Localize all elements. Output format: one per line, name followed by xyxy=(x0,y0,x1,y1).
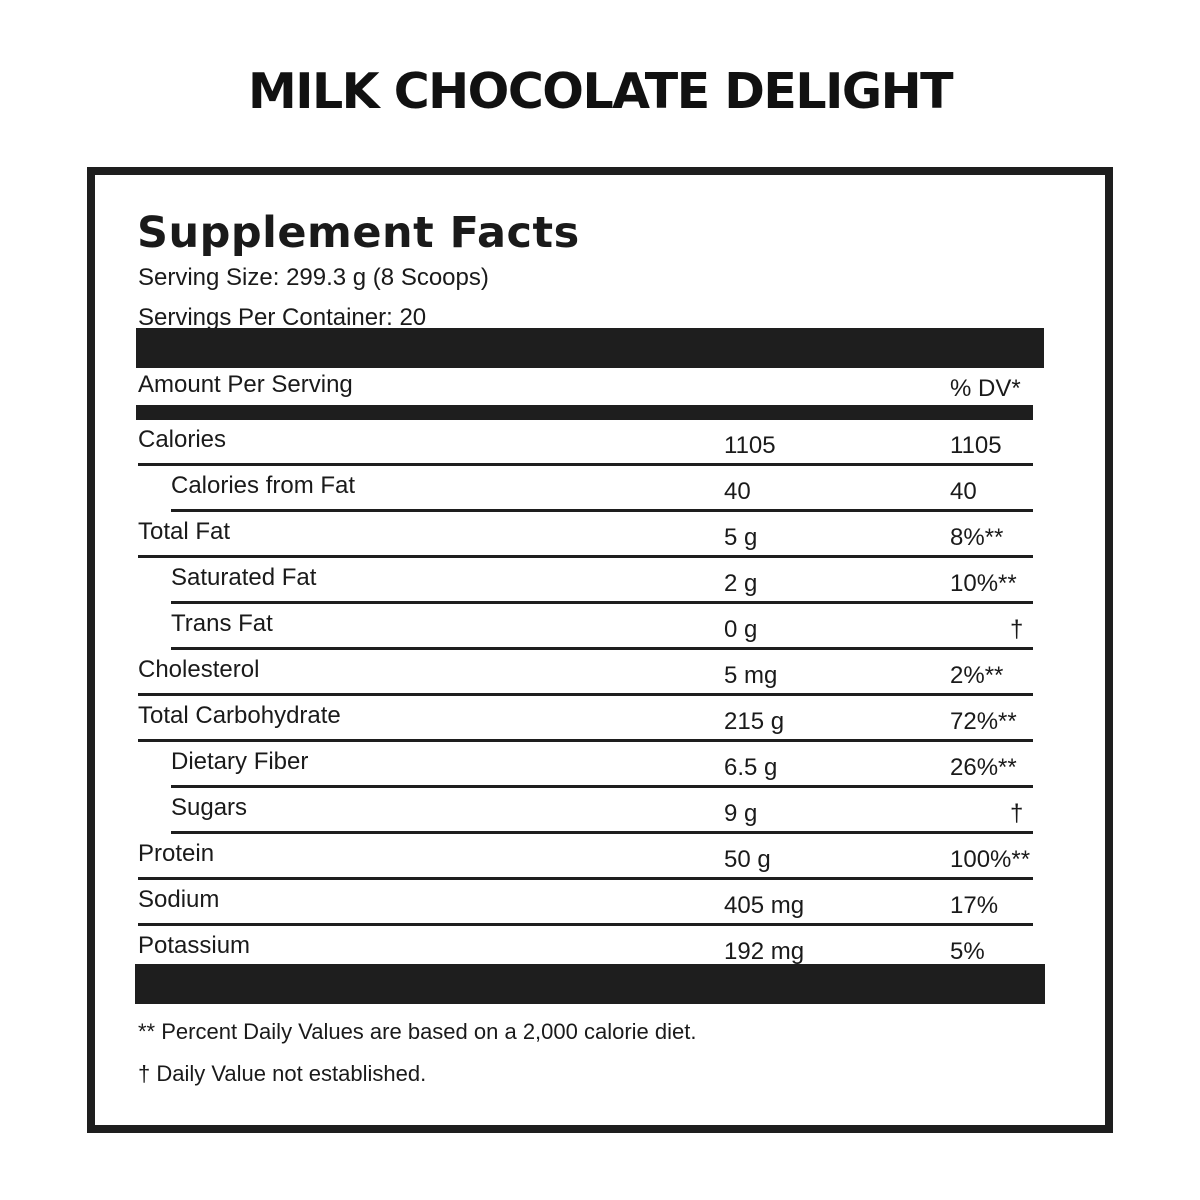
nutrient-dv: 26%** xyxy=(950,754,1017,781)
footnote-percent-dv: ** Percent Daily Values are based on a 2… xyxy=(138,1019,697,1044)
table-row: Protein 50 g 100%** xyxy=(138,834,1033,880)
nutrient-amount: 215 g xyxy=(724,708,785,735)
nutrient-amount: 0 g xyxy=(724,616,758,643)
serving-size: Serving Size: 299.3 g (8 Scoops) xyxy=(138,264,489,291)
supplement-facts-panel: Supplement Facts Serving Size: 299.3 g (… xyxy=(87,167,1113,1133)
table-row: Dietary Fiber 6.5 g 26%** xyxy=(171,742,1033,788)
nutrient-dv: 40 xyxy=(950,478,977,505)
table-row: Calories from Fat 40 40 xyxy=(171,466,1033,512)
nutrient-amount: 50 g xyxy=(724,846,771,873)
nutrient-name: Trans Fat xyxy=(171,610,273,637)
nutrient-amount: 9 g xyxy=(724,800,758,827)
table-row: Total Carbohydrate 215 g 72%** xyxy=(138,696,1033,742)
table-row: Potassium 192 mg 5% xyxy=(138,926,1033,972)
amount-per-serving-label: Amount Per Serving xyxy=(138,371,353,398)
nutrient-amount: 5 g xyxy=(724,524,758,551)
table-row: Trans Fat 0 g † xyxy=(171,604,1033,650)
nutrient-amount: 405 mg xyxy=(724,892,805,919)
nutrient-dv: 2%** xyxy=(950,662,1004,689)
nutrient-name: Calories from Fat xyxy=(171,472,356,499)
table-row: Sugars 9 g † xyxy=(171,788,1033,834)
servings-per-container: Servings Per Container: 20 xyxy=(138,304,427,331)
nutrient-name: Dietary Fiber xyxy=(171,748,309,775)
nutrient-dv: 72%** xyxy=(950,708,1017,735)
nutrient-dv: 1105 xyxy=(950,432,1002,459)
nutrient-name: Saturated Fat xyxy=(171,564,317,591)
nutrient-amount: 1105 xyxy=(724,432,776,459)
product-title: MILK CHOCOLATE DELIGHT xyxy=(247,63,954,120)
nutrient-dv: 10%** xyxy=(950,570,1017,597)
nutrient-dv: † xyxy=(1010,616,1024,643)
header-divider-bar xyxy=(136,405,1033,420)
table-row: Saturated Fat 2 g 10%** xyxy=(171,558,1033,604)
top-thick-bar xyxy=(136,328,1044,368)
nutrient-name: Total Fat xyxy=(138,518,231,545)
dv-column-header: % DV* xyxy=(950,375,1021,402)
facts-heading: Supplement Facts xyxy=(137,208,580,258)
nutrient-dv: 17% xyxy=(950,892,999,919)
column-header-row: Amount Per Serving % DV* xyxy=(138,370,1038,402)
nutrient-name: Protein xyxy=(138,840,215,867)
nutrient-name: Cholesterol xyxy=(138,656,260,683)
table-row: Cholesterol 5 mg 2%** xyxy=(138,650,1033,696)
table-row: Total Fat 5 g 8%** xyxy=(138,512,1033,558)
nutrient-amount: 40 xyxy=(724,478,751,505)
bottom-thick-bar xyxy=(135,964,1045,1004)
nutrient-amount: 6.5 g xyxy=(724,754,778,781)
nutrient-name: Potassium xyxy=(138,932,251,959)
nutrient-amount: 192 mg xyxy=(724,938,805,965)
nutrient-name: Sugars xyxy=(171,794,248,821)
nutrient-name: Total Carbohydrate xyxy=(138,702,341,729)
nutrient-dv: 8%** xyxy=(950,524,1004,551)
table-row: Calories 1105 1105 xyxy=(138,420,1033,466)
nutrient-table: Calories 1105 1105 Calories from Fat 40 … xyxy=(138,420,1048,972)
nutrient-name: Sodium xyxy=(138,886,220,913)
nutrient-dv: 5% xyxy=(950,938,985,965)
nutrient-dv: † xyxy=(1010,800,1024,827)
nutrient-name: Calories xyxy=(138,426,227,453)
footnote-not-established: † Daily Value not established. xyxy=(138,1061,427,1086)
nutrient-amount: 5 mg xyxy=(724,662,778,689)
nutrient-amount: 2 g xyxy=(724,570,758,597)
nutrient-dv: 100%** xyxy=(950,846,1031,873)
table-row: Sodium 405 mg 17% xyxy=(138,880,1033,926)
